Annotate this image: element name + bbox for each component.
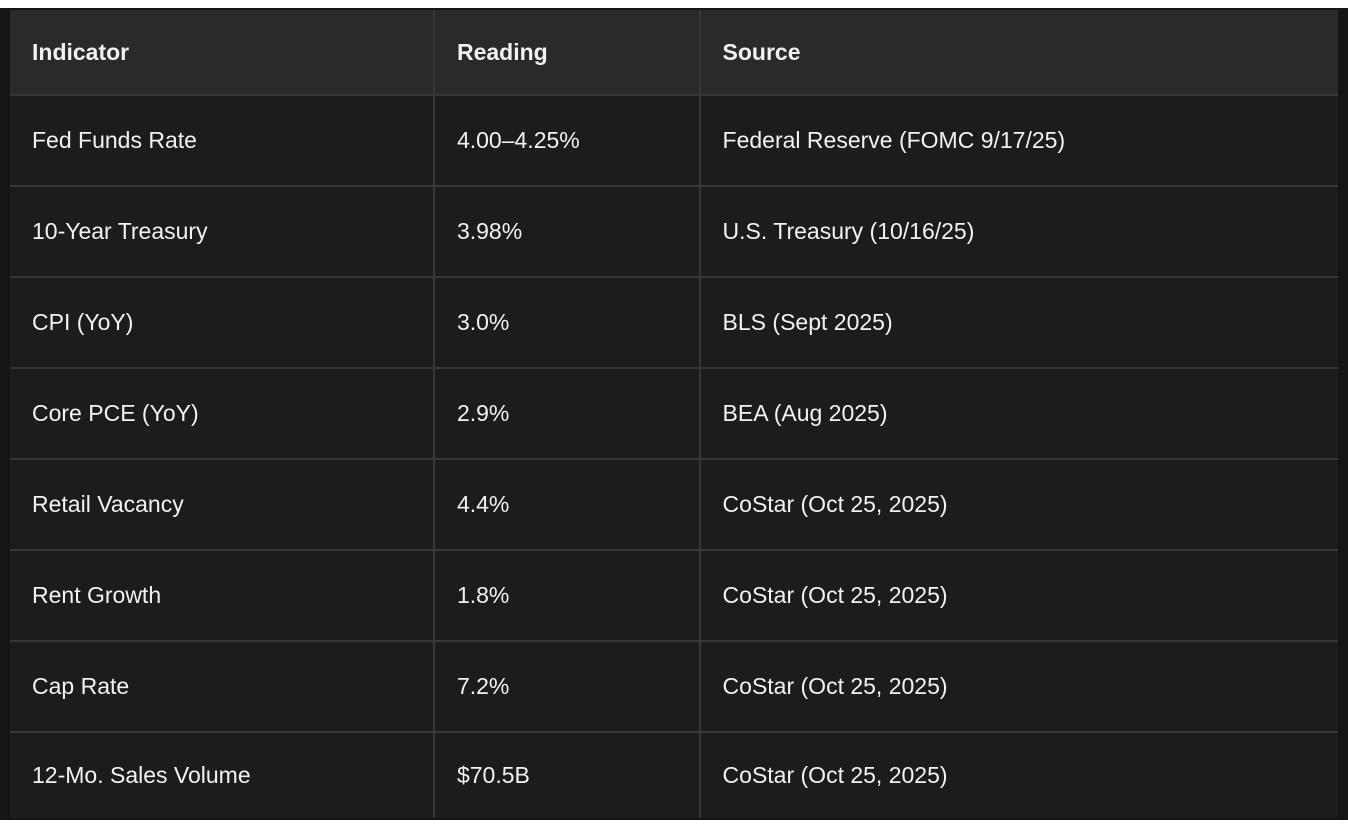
table-row: Rent Growth 1.8% CoStar (Oct 25, 2025) bbox=[10, 551, 1338, 643]
table-row: Fed Funds Rate 4.00–4.25% Federal Reserv… bbox=[10, 96, 1338, 188]
cell-indicator: CPI (YoY) bbox=[10, 278, 435, 370]
header-cell-source: Source bbox=[700, 10, 1338, 96]
header-cell-reading: Reading bbox=[434, 10, 701, 96]
cell-indicator: Fed Funds Rate bbox=[10, 96, 435, 188]
cell-reading: 3.98% bbox=[434, 187, 701, 279]
cell-source: CoStar (Oct 25, 2025) bbox=[700, 551, 1338, 643]
table-header-row: Indicator Reading Source bbox=[10, 10, 1338, 96]
cell-source: CoStar (Oct 25, 2025) bbox=[700, 733, 1338, 818]
cell-reading: 1.8% bbox=[434, 551, 701, 643]
cell-indicator: Cap Rate bbox=[10, 642, 435, 734]
header-cell-indicator: Indicator bbox=[10, 10, 435, 96]
table-row: CPI (YoY) 3.0% BLS (Sept 2025) bbox=[10, 278, 1338, 370]
cell-indicator: 10-Year Treasury bbox=[10, 187, 435, 279]
cell-reading: 2.9% bbox=[434, 369, 701, 461]
cell-reading: 4.4% bbox=[434, 460, 701, 552]
cell-indicator: Retail Vacancy bbox=[10, 460, 435, 552]
cell-reading: 3.0% bbox=[434, 278, 701, 370]
cell-indicator: 12-Mo. Sales Volume bbox=[10, 733, 435, 818]
cell-source: BLS (Sept 2025) bbox=[700, 278, 1338, 370]
table-row: 12-Mo. Sales Volume $70.5B CoStar (Oct 2… bbox=[10, 733, 1338, 818]
cell-source: CoStar (Oct 25, 2025) bbox=[700, 460, 1338, 552]
cell-source: BEA (Aug 2025) bbox=[700, 369, 1338, 461]
cell-source: U.S. Treasury (10/16/25) bbox=[700, 187, 1338, 279]
indicators-table: Indicator Reading Source Fed Funds Rate … bbox=[10, 10, 1338, 818]
cell-indicator: Rent Growth bbox=[10, 551, 435, 643]
table-row: Core PCE (YoY) 2.9% BEA (Aug 2025) bbox=[10, 369, 1338, 461]
cell-source: CoStar (Oct 25, 2025) bbox=[700, 642, 1338, 734]
cell-reading: 7.2% bbox=[434, 642, 701, 734]
cell-reading: $70.5B bbox=[434, 733, 701, 818]
cell-indicator: Core PCE (YoY) bbox=[10, 369, 435, 461]
indicators-table-frame: Indicator Reading Source Fed Funds Rate … bbox=[0, 8, 1348, 820]
table-row: Retail Vacancy 4.4% CoStar (Oct 25, 2025… bbox=[10, 460, 1338, 552]
cell-source: Federal Reserve (FOMC 9/17/25) bbox=[700, 96, 1338, 188]
cell-reading: 4.00–4.25% bbox=[434, 96, 701, 188]
table-row: Cap Rate 7.2% CoStar (Oct 25, 2025) bbox=[10, 642, 1338, 734]
table-row: 10-Year Treasury 3.98% U.S. Treasury (10… bbox=[10, 187, 1338, 279]
